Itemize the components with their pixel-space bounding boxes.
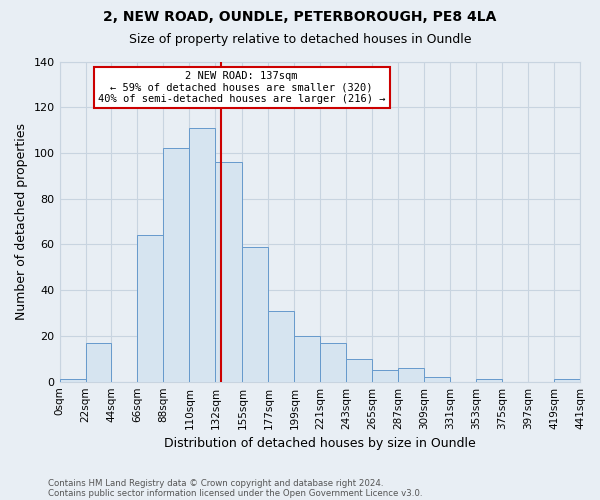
Bar (242, 246, 268, 382)
Bar (398, 368, 424, 382)
Bar (554, 380, 580, 382)
Text: 2, NEW ROAD, OUNDLE, PETERBOROUGH, PE8 4LA: 2, NEW ROAD, OUNDLE, PETERBOROUGH, PE8 4… (103, 10, 497, 24)
Bar (59, 380, 86, 382)
Y-axis label: Number of detached properties: Number of detached properties (15, 123, 28, 320)
Bar (137, 236, 163, 382)
Text: Contains public sector information licensed under the Open Government Licence v3: Contains public sector information licen… (48, 488, 422, 498)
Bar (295, 336, 320, 382)
Bar (320, 343, 346, 382)
Bar (424, 377, 450, 382)
Text: Size of property relative to detached houses in Oundle: Size of property relative to detached ho… (129, 32, 471, 46)
Bar (346, 359, 372, 382)
Bar (372, 370, 398, 382)
Bar (215, 162, 242, 382)
Bar (163, 148, 190, 382)
Bar (190, 128, 215, 382)
Text: Contains HM Land Registry data © Crown copyright and database right 2024.: Contains HM Land Registry data © Crown c… (48, 478, 383, 488)
Bar (86, 343, 112, 382)
Bar (268, 311, 295, 382)
Bar (476, 380, 502, 382)
X-axis label: Distribution of detached houses by size in Oundle: Distribution of detached houses by size … (164, 437, 476, 450)
Text: 2 NEW ROAD: 137sqm
← 59% of detached houses are smaller (320)
40% of semi-detach: 2 NEW ROAD: 137sqm ← 59% of detached hou… (98, 71, 385, 104)
